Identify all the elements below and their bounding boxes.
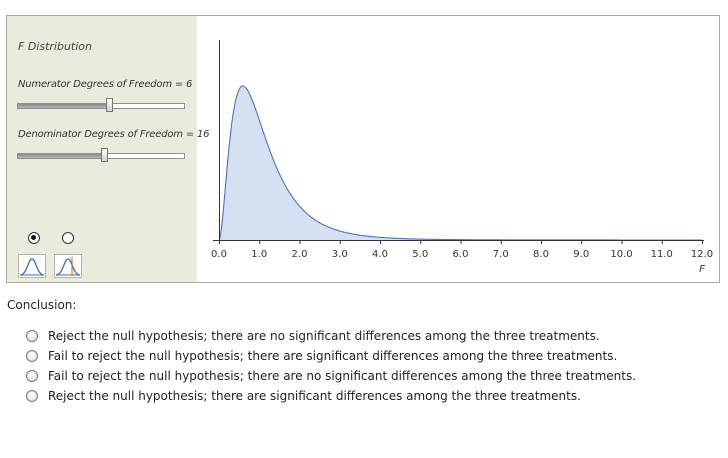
x-tick-label: 11.0: [651, 249, 673, 260]
bell-curve-tail-icon: [55, 257, 81, 276]
x-tick-label: 4.0: [372, 249, 388, 260]
slider-thumb[interactable]: [106, 98, 114, 112]
slider-thumb[interactable]: [101, 148, 109, 162]
x-tick-label: 8.0: [533, 249, 549, 260]
x-tick-label: 7.0: [493, 249, 509, 260]
option-radio[interactable]: [26, 330, 38, 342]
numerator-df-label: Numerator Degrees of Freedom = 6: [18, 79, 193, 90]
x-tick-label: 3.0: [332, 249, 348, 260]
denominator-df-label: Denominator Degrees of Freedom = 16: [18, 129, 210, 140]
conclusion-option[interactable]: Reject the null hypothesis; there are no…: [26, 326, 636, 346]
x-tick-label: 1.0: [251, 249, 267, 260]
numerator-df-slider[interactable]: [17, 98, 185, 112]
density-curve: [218, 85, 702, 241]
control-panel: F Distribution Numerator Degrees of Free…: [7, 16, 209, 282]
option-radio[interactable]: [26, 370, 38, 382]
x-tick-label: 2.0: [292, 249, 308, 260]
x-tick-label: 5.0: [412, 249, 428, 260]
x-tick-label: 0.0: [211, 249, 227, 260]
view-radio-critical-value[interactable]: [62, 232, 74, 244]
x-tick-label: 6.0: [453, 249, 469, 260]
x-tick-label: 12.0: [691, 249, 713, 260]
bell-curve-icon: [19, 258, 45, 276]
density-area: [219, 86, 702, 240]
conclusion-options: Reject the null hypothesis; there are no…: [26, 326, 636, 406]
x-axis-label: F: [699, 264, 705, 275]
conclusion-option[interactable]: Fail to reject the null hypothesis; ther…: [26, 346, 636, 366]
x-tick-label: 10.0: [610, 249, 632, 260]
x-tick-label: 9.0: [573, 249, 589, 260]
f-distribution-chart: 0.0 1.0 2.0 3.0 4.0 5.0 6.0 7.0 8.0 9.0 10.0 11.0 12…: [211, 40, 713, 275]
option-text: Fail to reject the null hypothesis; ther…: [48, 349, 618, 363]
option-radio[interactable]: [26, 350, 38, 362]
conclusion-option[interactable]: Fail to reject the null hypothesis; ther…: [26, 366, 636, 386]
distribution-curve-icon[interactable]: [18, 254, 46, 278]
view-radio-distribution[interactable]: [28, 232, 40, 244]
x-ticks: 0.0 1.0 2.0 3.0 4.0 5.0 6.0 7.0 8.0 9.0 10.0 11.0 12…: [211, 240, 713, 260]
panel-title: F Distribution: [18, 40, 92, 53]
slider-fill: [18, 154, 105, 158]
option-radio[interactable]: [26, 390, 38, 402]
option-text: Reject the null hypothesis; there are no…: [48, 329, 600, 343]
critical-region-icon[interactable]: [54, 254, 82, 278]
f-distribution-applet: F Distribution Numerator Degrees of Free…: [6, 15, 720, 283]
conclusion-label: Conclusion:: [7, 298, 77, 312]
option-text: Reject the null hypothesis; there are si…: [48, 389, 581, 403]
option-text: Fail to reject the null hypothesis; ther…: [48, 369, 637, 383]
conclusion-option[interactable]: Reject the null hypothesis; there are si…: [26, 386, 636, 406]
denominator-df-slider[interactable]: [17, 148, 185, 162]
slider-fill: [18, 104, 110, 108]
